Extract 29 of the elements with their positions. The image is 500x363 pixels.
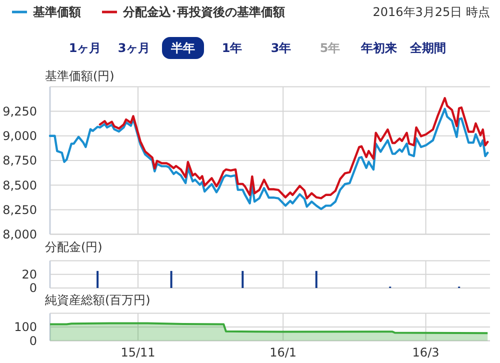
legend-label: 分配金込･再投資後の基準価額 [122, 5, 285, 20]
text: 3年 [270, 41, 292, 56]
y-tick-label: 8,250 [2, 202, 37, 217]
text: 3ヶ月 [118, 41, 150, 56]
y-axis-title: 分配金(円) [45, 240, 102, 254]
text: 1年 [222, 41, 242, 56]
line-series [48, 108, 489, 210]
text: 半年 [170, 41, 195, 56]
text: 1ヶ月 [68, 41, 102, 56]
y-tick-label: 0 [29, 334, 37, 348]
y-tick-label: 100 [14, 320, 37, 334]
y-tick-label: 9,000 [2, 129, 37, 144]
line-series [98, 97, 489, 200]
x-tick-label: 16/1 [270, 346, 297, 360]
y-axis-title: 基準価額(円) [45, 69, 114, 83]
y-tick-label: 8,000 [2, 228, 37, 242]
y-tick-label: 9,250 [2, 104, 37, 118]
legend-label: 基準価額 [32, 5, 81, 20]
x-tick-label: 15/11 [120, 346, 156, 360]
y-tick-label: 8,750 [2, 154, 37, 168]
text: 年初来 [360, 41, 397, 56]
text: 5年 [320, 41, 340, 56]
text: 全期間 [409, 41, 446, 56]
y-tick-label: 0 [29, 281, 37, 296]
y-axis-title: 純資産総額(百万円) [45, 293, 150, 307]
y-tick-label: 20 [22, 268, 37, 282]
x-tick-label: 16/3 [412, 346, 440, 360]
text: 2016年3月25日 時点 [372, 5, 490, 20]
y-tick-label: 8,500 [2, 178, 37, 192]
